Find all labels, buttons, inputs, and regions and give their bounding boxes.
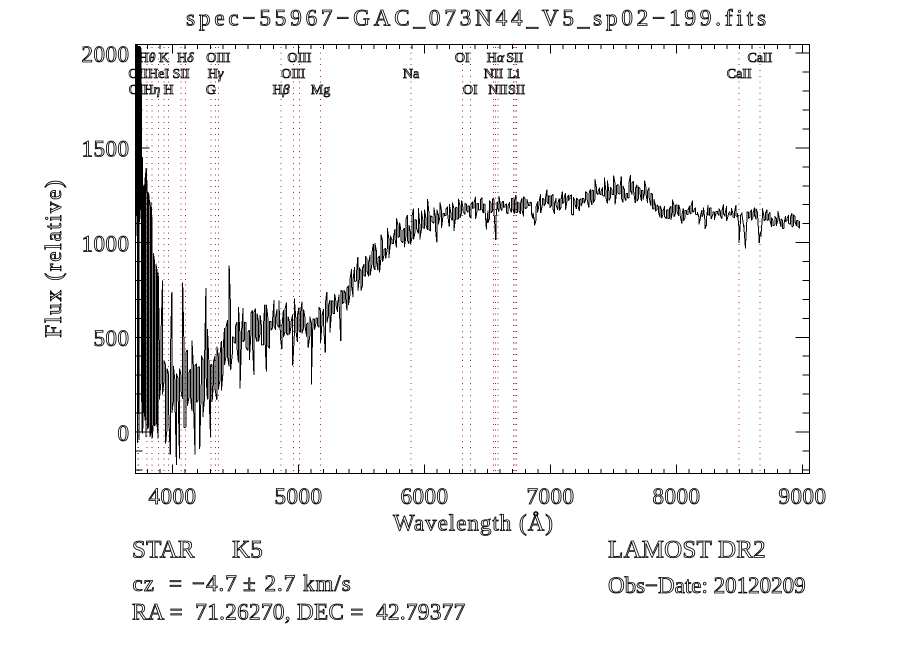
svg-text:2.7: 2.7 [265, 571, 297, 596]
svg-text:500: 500 [94, 326, 130, 351]
svg-text:NII: NII [484, 67, 504, 82]
svg-text:km/s: km/s [303, 571, 352, 596]
svg-text:Hα: Hα [487, 51, 505, 66]
svg-text:4000: 4000 [149, 484, 197, 509]
svg-text:Flux (relative): Flux (relative) [41, 178, 66, 337]
svg-text:1500: 1500 [82, 137, 130, 162]
svg-text:−4.7: −4.7 [192, 571, 238, 596]
svg-text:cz: cz [133, 571, 155, 596]
svg-text:NII: NII [488, 83, 508, 98]
svg-text:8000: 8000 [653, 484, 701, 509]
svg-text:K: K [159, 51, 169, 66]
svg-text:6000: 6000 [401, 484, 449, 509]
svg-text:RA = 71.26270, DEC = 42.7937: RA = 71.26270, DEC = 42.79377 [132, 600, 466, 625]
svg-text:Wavelength (Å): Wavelength (Å) [393, 511, 554, 536]
svg-text:5000: 5000 [275, 484, 323, 509]
svg-text:0: 0 [118, 421, 130, 446]
svg-text:LAMOST DR2: LAMOST DR2 [608, 537, 766, 564]
svg-text:=: = [169, 571, 183, 596]
svg-text:Hβ: Hβ [272, 83, 289, 98]
svg-text:OIII: OIII [287, 51, 311, 66]
svg-text:H: H [163, 83, 173, 98]
svg-text:spec−55967−GAC_073N44_V5_sp02−: spec−55967−GAC_073N44_V5_sp02−199.fits [186, 6, 770, 31]
svg-text:OIII: OIII [281, 67, 305, 82]
svg-text:Hγ: Hγ [208, 67, 224, 82]
svg-text:Mg: Mg [311, 83, 330, 98]
svg-text:SII: SII [508, 83, 525, 98]
svg-text:±: ± [243, 571, 257, 596]
svg-text:SII: SII [173, 67, 190, 82]
svg-text:OI: OI [455, 51, 470, 66]
svg-text:Obs−Date: 20120209: Obs−Date: 20120209 [608, 573, 806, 598]
svg-text:7000: 7000 [527, 484, 575, 509]
svg-text:Na: Na [403, 67, 420, 82]
svg-text:OI: OI [463, 83, 478, 98]
svg-text:Hθ: Hθ [138, 51, 155, 66]
svg-text:CaII: CaII [747, 51, 772, 66]
svg-text:SII: SII [506, 51, 523, 66]
svg-text:OIII: OIII [206, 51, 230, 66]
svg-text:9000: 9000 [779, 484, 827, 509]
svg-text:Hη: Hη [143, 83, 160, 98]
svg-text:G: G [206, 83, 216, 98]
svg-text:CaII: CaII [727, 67, 752, 82]
svg-text:Li: Li [507, 67, 520, 82]
svg-text:1000: 1000 [82, 231, 130, 256]
svg-text:K5: K5 [232, 537, 263, 564]
svg-text:Hδ: Hδ [177, 51, 194, 66]
svg-text:2000: 2000 [82, 42, 130, 67]
svg-text:STAR: STAR [132, 537, 195, 564]
svg-text:HeI: HeI [148, 67, 169, 82]
